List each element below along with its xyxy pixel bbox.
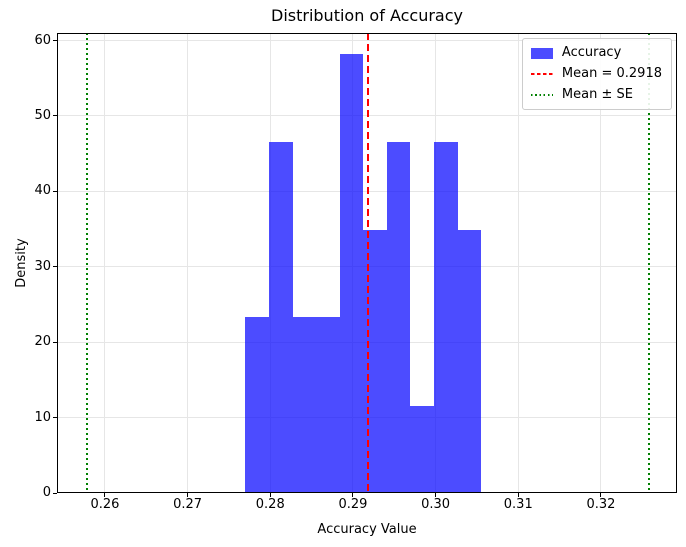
x-tick-mark: [600, 493, 602, 497]
histogram-bar: [363, 229, 387, 493]
x-tick-label: 0.32: [586, 497, 616, 512]
x-tick-label: 0.26: [90, 497, 120, 512]
se-dotted-line-swatch: [530, 94, 553, 96]
histogram-bar: [386, 141, 411, 493]
x-tick-label: 0.28: [255, 497, 285, 512]
mean-line: [366, 33, 369, 493]
histogram-bar: [316, 317, 340, 493]
y-tick-label: 0: [42, 485, 51, 500]
y-tick-label: 30: [34, 258, 51, 274]
y-tick-label: 10: [34, 409, 51, 425]
y-tick-label: 40: [34, 183, 51, 199]
x-tick-mark: [352, 493, 354, 497]
chart-title: Distribution of Accuracy: [271, 6, 463, 25]
histogram-bar: [269, 141, 293, 493]
x-tick-mark: [104, 493, 106, 497]
histogram-bar: [433, 141, 458, 493]
x-tick-label: 0.31: [503, 497, 533, 512]
x-tick-mark: [435, 493, 437, 497]
x-tick-mark: [187, 493, 189, 497]
gridline-x: [517, 33, 519, 493]
gridline-x: [104, 33, 106, 493]
y-tick-mark: [53, 190, 57, 192]
legend-entry-se: Mean ± SE: [530, 87, 662, 103]
histogram-bar: [339, 54, 364, 493]
legend-label-accuracy: Accuracy: [561, 45, 622, 60]
x-tick-mark: [269, 493, 271, 497]
x-axis-label: Accuracy Value: [317, 522, 417, 537]
y-tick-mark: [53, 40, 57, 42]
se-line: [85, 33, 88, 493]
y-tick-mark: [53, 417, 57, 419]
se-line: [648, 33, 650, 493]
legend-entry-mean: Mean = 0.2918: [530, 66, 662, 82]
y-tick-mark: [53, 266, 57, 268]
y-tick-mark: [53, 492, 57, 494]
histogram-bar: [245, 317, 270, 493]
legend: Accuracy Mean = 0.2918 Mean ± SE: [521, 38, 672, 110]
mean-dashed-line-swatch: [530, 73, 553, 75]
x-tick-mark: [517, 493, 519, 497]
y-tick-mark: [53, 341, 57, 343]
y-tick-label: 50: [34, 107, 51, 123]
legend-label-mean: Mean = 0.2918: [561, 66, 662, 81]
histogram-bar: [292, 317, 317, 493]
gridline-x: [600, 33, 602, 493]
histogram-bar: [457, 229, 482, 493]
x-tick-label: 0.27: [173, 497, 203, 512]
legend-label-se: Mean ± SE: [561, 87, 633, 102]
y-tick-label: 20: [34, 334, 51, 350]
gridline-x: [187, 33, 189, 493]
y-tick-label: 60: [34, 32, 51, 48]
accuracy-patch-swatch: [530, 47, 553, 59]
x-tick-label: 0.30: [421, 497, 451, 512]
histogram-bar: [410, 405, 434, 493]
legend-entry-accuracy: Accuracy: [530, 45, 662, 61]
y-tick-mark: [53, 115, 57, 117]
x-tick-label: 0.29: [338, 497, 368, 512]
